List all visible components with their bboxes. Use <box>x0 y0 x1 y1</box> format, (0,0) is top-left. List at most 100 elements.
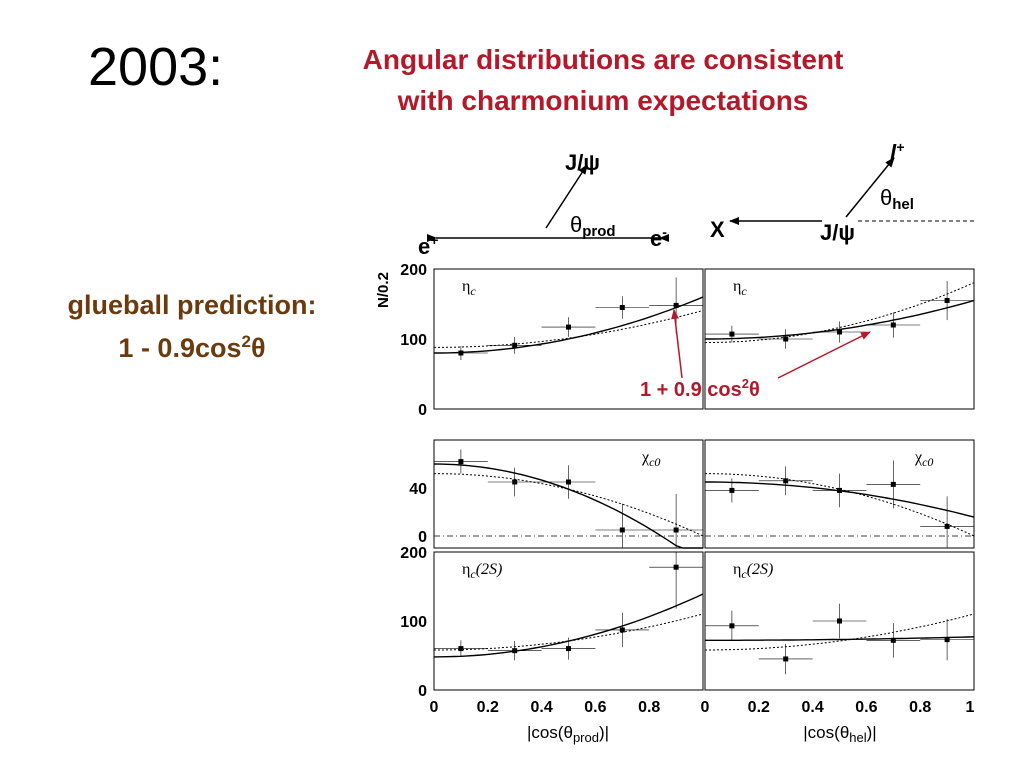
panel-0-1-dotted-fit-curve <box>705 282 975 343</box>
xtick-left-3: 0.6 <box>584 699 606 716</box>
panel-2-1-point-2 <box>837 618 842 624</box>
e-plus-label: e+ <box>418 232 438 259</box>
panel-1-1-point-4 <box>944 523 950 529</box>
glueball-formula-theta: θ <box>250 333 266 363</box>
panel-0-0-point-3 <box>619 305 625 310</box>
helicity-diagram: l+ θhel X J/ψ <box>710 139 975 245</box>
panel-1-0-label-symbol: χ <box>641 449 650 466</box>
glueball-formula: 1 - 0.9cos2θ <box>22 332 362 364</box>
lepton-sup: + <box>896 139 904 155</box>
e-minus-label: e- <box>650 224 667 251</box>
x-axis-right-suffix: )| <box>867 723 877 742</box>
annotation-prefix: 1 + 0.9 cos <box>640 379 742 401</box>
panel-2-0-dotted-fit-curve <box>434 613 704 651</box>
panel-1-1-frame <box>704 439 975 549</box>
panel-2-1-label-symbol: η <box>733 561 741 578</box>
jpsi-label-production: J/ψ <box>565 150 600 175</box>
ytick-row0-0: 0 <box>418 402 427 419</box>
panel-0-0-point-0 <box>458 350 464 356</box>
panel-1-0-label: χc0 <box>641 449 660 469</box>
panel-0-0-dotted-fit-curve <box>434 309 704 348</box>
y-axis-label: N/0.2 <box>375 272 392 308</box>
jpsi-label-helicity: J/ψ <box>820 220 855 245</box>
panel-2-1-point-3 <box>890 637 896 643</box>
jpsi-production-arrow <box>545 164 588 229</box>
panel-2-1-point-4 <box>944 637 950 643</box>
e-minus-sup: - <box>662 224 667 240</box>
panel-2-1-point-0 <box>729 623 735 629</box>
annotation-arrow-left <box>671 309 683 379</box>
xtick-left-1: 0.2 <box>477 699 499 716</box>
theta-prod-theta: θ <box>570 212 582 237</box>
xtick-left-4: 0.8 <box>638 699 660 716</box>
slide-year: 2003: <box>88 37 224 97</box>
panel-1-1-point-3 <box>890 481 896 487</box>
xtick-right-1: 0.2 <box>748 699 770 716</box>
panel-2-1-label: ηc(2S) <box>733 561 773 581</box>
x-particle-label: X <box>710 217 725 242</box>
panel-2-1-dotted-fit-curve <box>705 613 975 651</box>
panel-1-0-frame <box>433 439 704 549</box>
panel-1-0-point-1 <box>512 479 518 485</box>
xtick-left-2: 0.4 <box>530 699 552 716</box>
glueball-formula-sup: 2 <box>241 332 251 351</box>
panel-0-0-label: ηc <box>462 278 476 298</box>
panel-2-0-frame <box>433 551 704 691</box>
panel-1-0-point-3 <box>619 527 625 533</box>
panel-1-0-point-0 <box>458 459 464 465</box>
panel-2-0-point-1 <box>512 648 518 654</box>
x-axis-right-theta: θ <box>840 723 849 742</box>
panel-1-0-dotted-fit-curve <box>434 473 704 537</box>
ytick-row0-1: 100 <box>400 332 427 349</box>
theta-hel-sub: hel <box>892 196 914 213</box>
panel-1-0-point-2 <box>566 479 571 485</box>
panel-2-0-label-symbol: η <box>462 561 470 578</box>
panel-2-0-label-suffix: (2S) <box>476 561 503 578</box>
panel-2-1-point-1 <box>783 656 789 662</box>
theta-hel-theta: θ <box>880 185 892 210</box>
panel-0-1-label: ηc <box>733 278 747 298</box>
panel-0-0-label-sub: c <box>470 284 476 298</box>
xtick-right-3: 0.6 <box>855 699 877 716</box>
theta-hel-symbol: θhel <box>880 185 914 213</box>
panel-0-1-point-0 <box>729 331 735 337</box>
ytick-row2-1: 100 <box>400 614 427 631</box>
production-diagram: J/ψ θprod e+ e- <box>418 150 669 259</box>
panel-0-1-point-2 <box>837 329 842 335</box>
ytick-row2-0: 0 <box>418 683 427 700</box>
x-axis-right-sub: hel <box>849 730 866 745</box>
panel-1-0-label-sub: c0 <box>649 455 660 469</box>
panel-1-0-point-4 <box>673 527 679 533</box>
theta-prod-sub: prod <box>582 223 615 240</box>
xtick-right-5: 1 <box>966 699 975 716</box>
panel-0-1-point-4 <box>944 298 950 303</box>
panel-2-1-frame <box>704 551 975 691</box>
panel-1-1-label-symbol: χ <box>914 449 923 466</box>
panel-0-1-label-sub: c <box>741 284 747 298</box>
glueball-formula-text: 1 - 0.9cos <box>118 333 242 363</box>
annotation-text: 1 + 0.9 cos2θ <box>640 376 760 401</box>
x-axis-right-prefix: |cos( <box>803 723 840 742</box>
panel-0-0-point-1 <box>512 342 518 348</box>
ytick-row0-2: 200 <box>400 262 427 279</box>
panel-0-1-point-3 <box>890 322 896 328</box>
ytick-row2-2: 200 <box>400 545 427 562</box>
cos2-annotation: 1 + 0.9 cos2θ <box>640 309 871 401</box>
panel-0-0-label-symbol: η <box>462 278 470 295</box>
ytick-row1-1: 40 <box>409 481 427 498</box>
panel-1-1-point-1 <box>783 478 789 484</box>
panel-2-0-point-4 <box>673 564 679 570</box>
x-axis-label-left: |cos(θprod)| <box>527 723 609 745</box>
annotation-sup: 2 <box>742 376 749 391</box>
lepton-letter: l <box>890 140 897 165</box>
glueball-heading: glueball prediction: <box>67 290 317 320</box>
x-axis-left-sub: prod <box>573 730 599 745</box>
xtick-right-2: 0.4 <box>801 699 823 716</box>
theta-prod-symbol: θprod <box>570 212 616 240</box>
panel-0-0-point-4 <box>673 302 679 308</box>
panel-0-0-solid-fit-curve <box>434 296 704 354</box>
slide-heading-line2: with charmonium expectations <box>397 85 809 116</box>
ytick-row1-0: 0 <box>418 529 427 546</box>
